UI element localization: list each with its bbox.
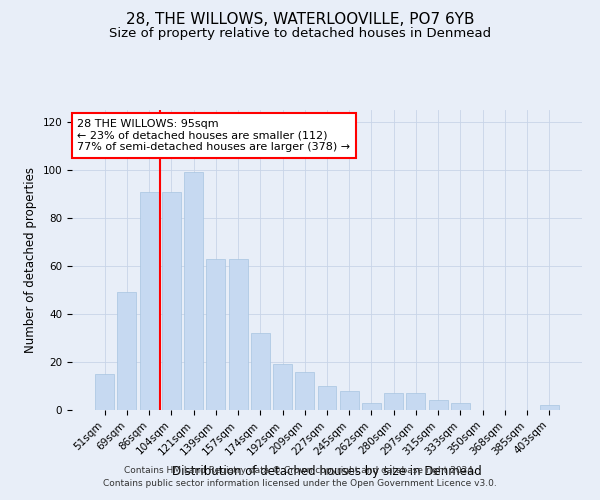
Bar: [229, 259, 248, 410]
Bar: [362, 403, 381, 410]
Text: Size of property relative to detached houses in Denmead: Size of property relative to detached ho…: [109, 28, 491, 40]
Y-axis label: Number of detached properties: Number of detached properties: [24, 167, 37, 353]
Bar: [295, 372, 314, 410]
Bar: [317, 386, 337, 410]
Text: 28 THE WILLOWS: 95sqm
← 23% of detached houses are smaller (112)
77% of semi-det: 28 THE WILLOWS: 95sqm ← 23% of detached …: [77, 119, 350, 152]
Text: Contains HM Land Registry data © Crown copyright and database right 2024.
Contai: Contains HM Land Registry data © Crown c…: [103, 466, 497, 487]
Bar: [540, 405, 559, 410]
Bar: [273, 364, 292, 410]
Bar: [340, 391, 359, 410]
Text: 28, THE WILLOWS, WATERLOOVILLE, PO7 6YB: 28, THE WILLOWS, WATERLOOVILLE, PO7 6YB: [126, 12, 474, 28]
Bar: [251, 333, 270, 410]
Bar: [384, 393, 403, 410]
Bar: [451, 403, 470, 410]
Bar: [95, 374, 114, 410]
Bar: [429, 400, 448, 410]
Bar: [406, 393, 425, 410]
Bar: [184, 172, 203, 410]
X-axis label: Distribution of detached houses by size in Denmead: Distribution of detached houses by size …: [172, 465, 482, 478]
Bar: [140, 192, 158, 410]
Bar: [162, 192, 181, 410]
Bar: [118, 292, 136, 410]
Bar: [206, 259, 225, 410]
